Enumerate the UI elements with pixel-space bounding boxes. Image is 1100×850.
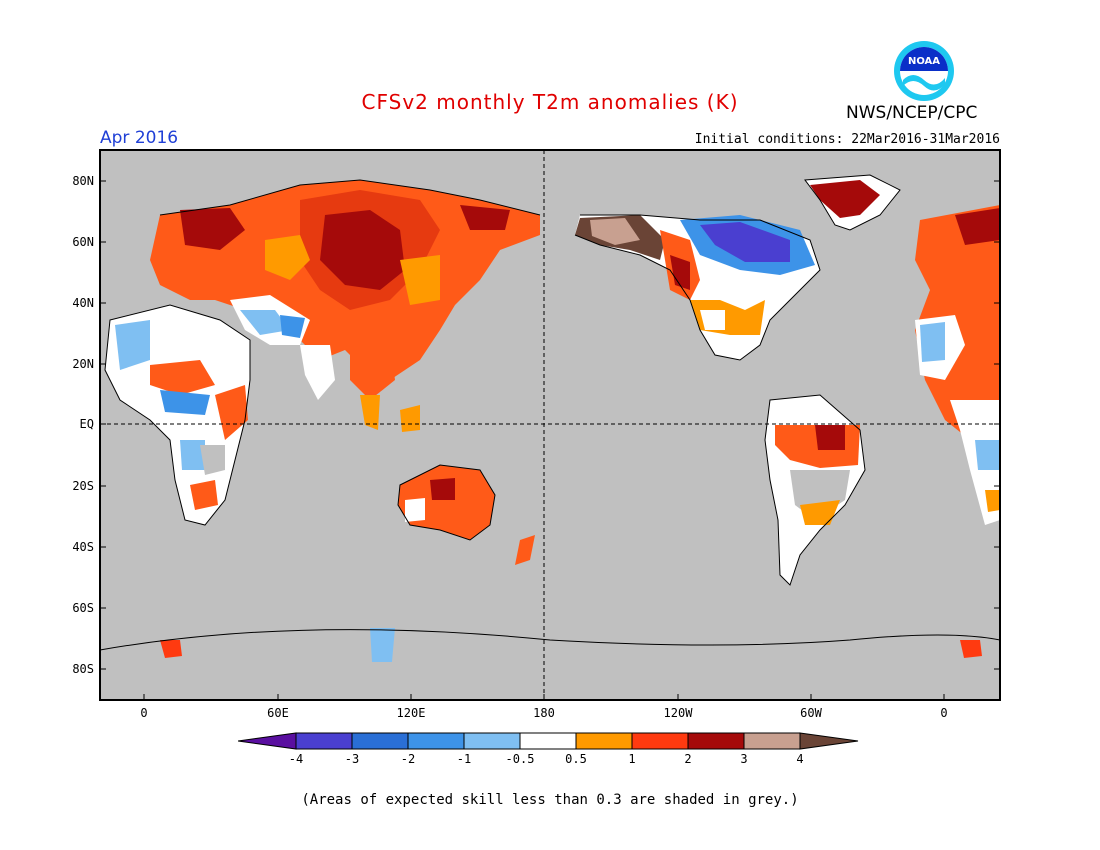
lat-ticks xyxy=(100,180,1000,670)
antarctica-region xyxy=(99,628,1001,700)
initial-conditions: Initial conditions: 22Mar2016-31Mar2016 xyxy=(694,132,1000,147)
lat-label-80n: 80N xyxy=(72,174,94,188)
noaa-logo-text: NOAA xyxy=(908,56,940,67)
colorbar-bin-7 xyxy=(631,732,689,750)
colorbar-label: 0.5 xyxy=(565,752,587,766)
lon-label-0-repeat: 0 xyxy=(940,706,948,720)
lat-label-eq: EQ xyxy=(79,417,94,431)
colorbar-label: 2 xyxy=(684,752,692,766)
greenland-region xyxy=(805,175,900,230)
colorbar-label: 4 xyxy=(796,752,804,766)
colorbar-bin-3 xyxy=(407,732,465,750)
lon-label-180: 180 xyxy=(533,706,555,720)
agency-label: NWS/NCEP/CPC xyxy=(846,103,978,123)
colorbar-right-arrow xyxy=(799,732,859,750)
lat-label-60n: 60N xyxy=(72,235,94,249)
colorbar-bin-2 xyxy=(351,732,409,750)
footnote: (Areas of expected skill less than 0.3 a… xyxy=(301,792,799,808)
eurasia-region xyxy=(150,180,540,380)
lat-label-60s: 60S xyxy=(72,601,94,615)
lat-label-40n: 40N xyxy=(72,296,94,310)
colorbar-bin-6 xyxy=(575,732,633,750)
lon-label-120w: 120W xyxy=(663,706,693,720)
lat-label-20s: 20S xyxy=(72,479,94,493)
colorbar-label: -1 xyxy=(456,752,472,766)
lon-label-0: 0 xyxy=(140,706,148,720)
europe-africa-repeat xyxy=(915,205,1000,525)
colorbar-label: -0.5 xyxy=(505,752,535,766)
colorbar-label: 1 xyxy=(628,752,636,766)
colorbar-bin-9 xyxy=(743,732,801,750)
lon-label-60w: 60W xyxy=(800,706,822,720)
africa-region xyxy=(105,305,250,525)
colorbar-label: 3 xyxy=(740,752,748,766)
south-america-region xyxy=(765,395,865,585)
noaa-logo: NOAA xyxy=(893,40,955,102)
colorbar-left-arrow xyxy=(238,732,297,750)
lat-label-80s: 80S xyxy=(72,662,94,676)
colorbar-bin-4 xyxy=(463,732,521,750)
map-frame xyxy=(99,149,1001,701)
coastlines xyxy=(104,174,901,586)
north-america-region xyxy=(575,215,820,360)
lat-label-40s: 40S xyxy=(72,540,94,554)
colorbar-bin-8 xyxy=(687,732,745,750)
colorbar-bin-5 xyxy=(519,732,577,750)
lon-ticks xyxy=(143,694,945,700)
colorbar-label: -3 xyxy=(344,752,360,766)
colorbar xyxy=(238,732,859,750)
colorbar-bin-1 xyxy=(295,732,353,750)
australia-region xyxy=(398,405,535,565)
lon-label-60e: 60E xyxy=(267,706,289,720)
map-title: CFSv2 monthly T2m anomalies (K) xyxy=(361,90,739,114)
colorbar-label: -4 xyxy=(288,752,304,766)
lat-label-20n: 20N xyxy=(72,357,94,371)
south-asia-region xyxy=(230,295,395,430)
lon-label-120e: 120E xyxy=(396,706,426,720)
forecast-month: Apr 2016 xyxy=(100,128,179,148)
colorbar-label: -2 xyxy=(400,752,416,766)
